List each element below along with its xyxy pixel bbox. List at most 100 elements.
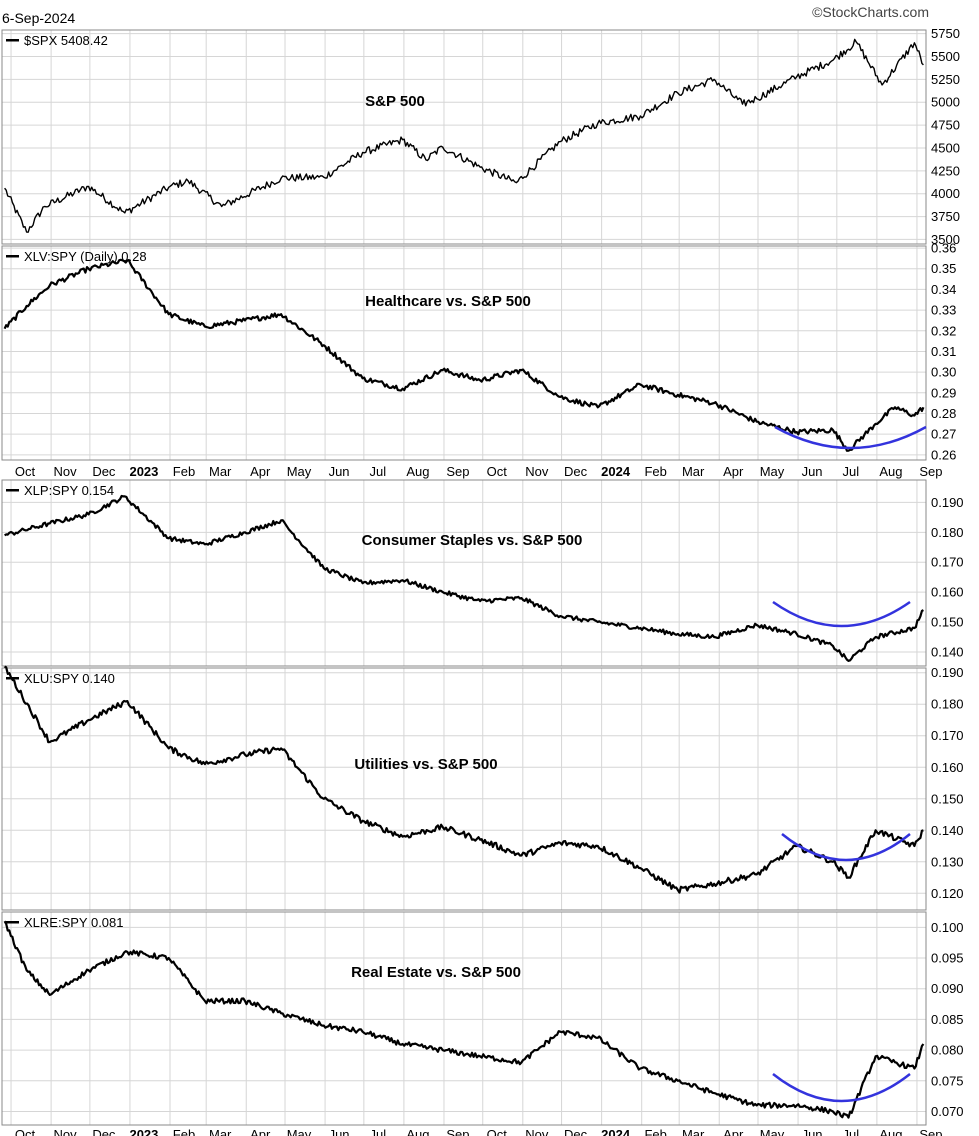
x-tick-label: Aug xyxy=(406,464,429,479)
y-tick-label: 3500 xyxy=(931,232,960,247)
legend-swatch xyxy=(6,255,19,258)
x-axis: Oct Nov Dec 2023 Feb Mar Apr May Jun Jul Aug Sep Oct… xyxy=(15,464,943,479)
y-tick-label: 4500 xyxy=(931,140,960,155)
y-tick-label: 0.075 xyxy=(931,1073,964,1088)
x-tick-label: Jun xyxy=(329,464,350,479)
x-tick-label: May xyxy=(760,464,785,479)
panel-frame xyxy=(1,479,927,667)
series-line xyxy=(3,258,925,452)
x-tick-label: Aug xyxy=(879,464,902,479)
x-tick-label: Oct xyxy=(15,464,36,479)
x-tick-label: Nov xyxy=(525,464,549,479)
y-tick-label: 0.190 xyxy=(931,665,964,680)
chart-panel: 0.36 0.35 0.34 0.33 0.32 0.31 0.30 0.29 0.28 0.27… xyxy=(1,241,956,462)
chart-panel: 0.190 0.180 0.170 0.160 0.150 0.140 0.130 0.120… xyxy=(1,665,964,911)
y-tick-label: 0.160 xyxy=(931,760,964,775)
x-tick-label: Dec xyxy=(564,1127,588,1136)
x-tick-label: May xyxy=(287,1127,312,1136)
x-tick-label: Mar xyxy=(209,464,232,479)
y-tick-label: 4000 xyxy=(931,186,960,201)
x-tick-label: 2024 xyxy=(601,464,631,479)
x-tick-label: 2024 xyxy=(601,1127,631,1136)
x-tick-label: Jul xyxy=(843,1127,860,1136)
y-tick-label: 0.26 xyxy=(931,447,956,462)
y-tick-label: 3750 xyxy=(931,209,960,224)
x-tick-label: Sep xyxy=(919,1127,942,1136)
x-tick-label: Sep xyxy=(446,1127,469,1136)
x-tick-label: Apr xyxy=(723,464,744,479)
y-tick-label: 0.080 xyxy=(931,1043,964,1058)
y-tick-label: 4250 xyxy=(931,163,960,178)
panel-annotation: Real Estate vs. S&P 500 xyxy=(351,964,521,981)
x-tick-label: Jun xyxy=(802,1127,823,1136)
legend-swatch xyxy=(6,677,19,680)
y-tick-label: 0.180 xyxy=(931,525,964,540)
x-tick-label: Dec xyxy=(92,464,116,479)
y-tick-label: 0.095 xyxy=(931,951,964,966)
series-line xyxy=(4,38,924,233)
y-tick-label: 0.31 xyxy=(931,344,956,359)
legend-swatch xyxy=(6,39,19,42)
trend-arc xyxy=(772,600,911,628)
trend-arc xyxy=(781,833,911,862)
x-tick-label: 2023 xyxy=(129,1127,158,1136)
y-tick-label: 0.120 xyxy=(931,886,964,901)
panel-annotation: Healthcare vs. S&P 500 xyxy=(365,293,531,310)
y-tick-label: 0.28 xyxy=(931,406,956,421)
x-tick-label: Apr xyxy=(250,1127,271,1136)
panel-annotation: Consumer Staples vs. S&P 500 xyxy=(362,532,583,549)
panel-legend: XLP:SPY 0.154 xyxy=(24,483,114,498)
chart-panel: 0.100 0.095 0.090 0.085 0.080 0.075 0.070 XLRE:… xyxy=(1,911,964,1126)
chart-date: 6-Sep-2024 xyxy=(2,10,76,26)
y-tick-label: 0.36 xyxy=(931,241,956,256)
y-tick-label: 4750 xyxy=(931,118,960,133)
x-tick-label: Apr xyxy=(723,1127,744,1136)
x-tick-label: May xyxy=(760,1127,785,1136)
x-tick-label: Feb xyxy=(173,1127,195,1136)
panel-legend: $SPX 5408.42 xyxy=(24,33,108,48)
x-tick-label: May xyxy=(287,464,312,479)
y-tick-label: 0.30 xyxy=(931,365,956,380)
y-tick-label: 0.070 xyxy=(931,1104,964,1119)
y-tick-label: 0.190 xyxy=(931,495,964,510)
x-tick-label: Mar xyxy=(682,1127,705,1136)
x-tick-label: Mar xyxy=(682,464,705,479)
series-line xyxy=(4,494,924,662)
x-tick-label: Aug xyxy=(406,1127,429,1136)
x-tick-label: Jun xyxy=(802,464,823,479)
x-tick-label: Nov xyxy=(54,464,78,479)
y-tick-label: 0.085 xyxy=(931,1012,964,1027)
y-tick-label: 0.33 xyxy=(931,303,956,318)
x-tick-label: Nov xyxy=(525,1127,549,1136)
x-tick-label: Jul xyxy=(843,464,860,479)
x-tick-label: Feb xyxy=(644,1127,666,1136)
x-tick-label: Dec xyxy=(92,1127,116,1136)
y-tick-label: 0.34 xyxy=(931,282,956,297)
y-tick-label: 0.170 xyxy=(931,555,964,570)
y-tick-label: 0.090 xyxy=(931,981,964,996)
panel-frame xyxy=(1,29,927,245)
x-tick-label: Dec xyxy=(564,464,588,479)
chart-panel: 0.190 0.180 0.170 0.160 0.150 0.140 XLP:SPY 0.… xyxy=(1,479,964,667)
y-tick-label: 0.140 xyxy=(931,644,964,659)
chart-panel: 5750 5500 5250 5000 4750 4500 4250 4000 3750 3500… xyxy=(1,26,960,247)
x-tick-label: Nov xyxy=(54,1127,78,1136)
panel-legend: XLRE:SPY 0.081 xyxy=(24,915,124,930)
trend-arc xyxy=(774,425,927,450)
series-line xyxy=(4,665,924,894)
y-tick-label: 5000 xyxy=(931,95,960,110)
legend-swatch xyxy=(6,921,19,924)
series-line xyxy=(3,920,925,1119)
y-tick-label: 0.32 xyxy=(931,323,956,338)
panel-legend: XLU:SPY 0.140 xyxy=(24,671,115,686)
y-tick-label: 0.140 xyxy=(931,823,964,838)
y-tick-label: 0.29 xyxy=(931,385,956,400)
x-tick-label: Mar xyxy=(209,1127,232,1136)
x-tick-label: Jul xyxy=(370,1127,387,1136)
y-tick-label: 5250 xyxy=(931,72,960,87)
x-tick-label: 2023 xyxy=(129,464,158,479)
x-tick-label: Aug xyxy=(879,1127,902,1136)
x-tick-label: Feb xyxy=(173,464,195,479)
y-tick-label: 0.180 xyxy=(931,697,964,712)
x-tick-label: Jul xyxy=(370,464,387,479)
